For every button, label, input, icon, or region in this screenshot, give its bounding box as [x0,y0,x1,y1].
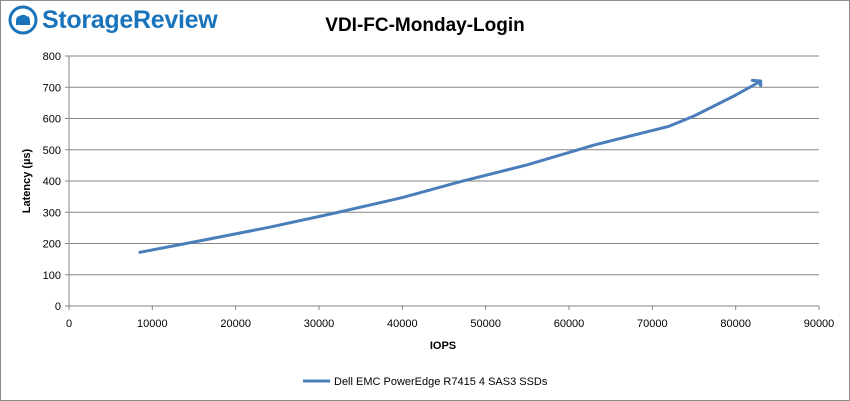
x-tick-label: 50000 [470,318,501,330]
y-tick-label: 0 [55,301,61,313]
x-tick-label: 60000 [554,318,585,330]
x-tick-label: 20000 [220,318,251,330]
chart-title-text: VDI-FC-Monday-Login [325,15,525,36]
y-tick-label: 400 [43,176,61,188]
legend-label: Dell EMC PowerEdge R7415 4 SAS3 SSDs [334,376,548,388]
series-lines [138,78,763,254]
storagereview-logo: StorageReview [8,4,218,36]
x-tick-label: 70000 [637,318,668,330]
legend: Dell EMC PowerEdge R7415 4 SAS3 SSDs [303,376,548,388]
x-tick-label: 0 [66,318,72,330]
y-axis-label: Latency (µs) [21,148,33,213]
storagereview-logo-icon [8,5,38,35]
x-tick-label: 40000 [387,318,418,330]
y-tick-label: 600 [43,114,61,126]
y-tick-label: 200 [43,239,61,251]
axes [65,55,820,310]
y-tick-label: 800 [43,51,61,63]
y-tick-label: 700 [43,82,61,94]
y-tick-label: 100 [43,270,61,282]
y-tick-label: 300 [43,207,61,219]
x-tick-label: 90000 [804,318,835,330]
x-tick-labels: 0 10000 20000 30000 40000 50000 60000 70000 8000… [66,318,834,330]
x-tick-label: 10000 [137,318,168,330]
brand-name: StorageReview [42,5,218,34]
x-tick-label: 30000 [304,318,335,330]
x-tick-label: 80000 [720,318,751,330]
y-tick-label: 500 [43,145,61,157]
y-tick-labels: 0 100 200 300 400 500 600 700 800 [43,51,61,313]
chart-title: VDI-FC-Monday-Login [0,15,850,37]
gridlines [69,55,819,276]
x-axis-label: IOPS [430,340,456,352]
series-line [138,78,763,254]
